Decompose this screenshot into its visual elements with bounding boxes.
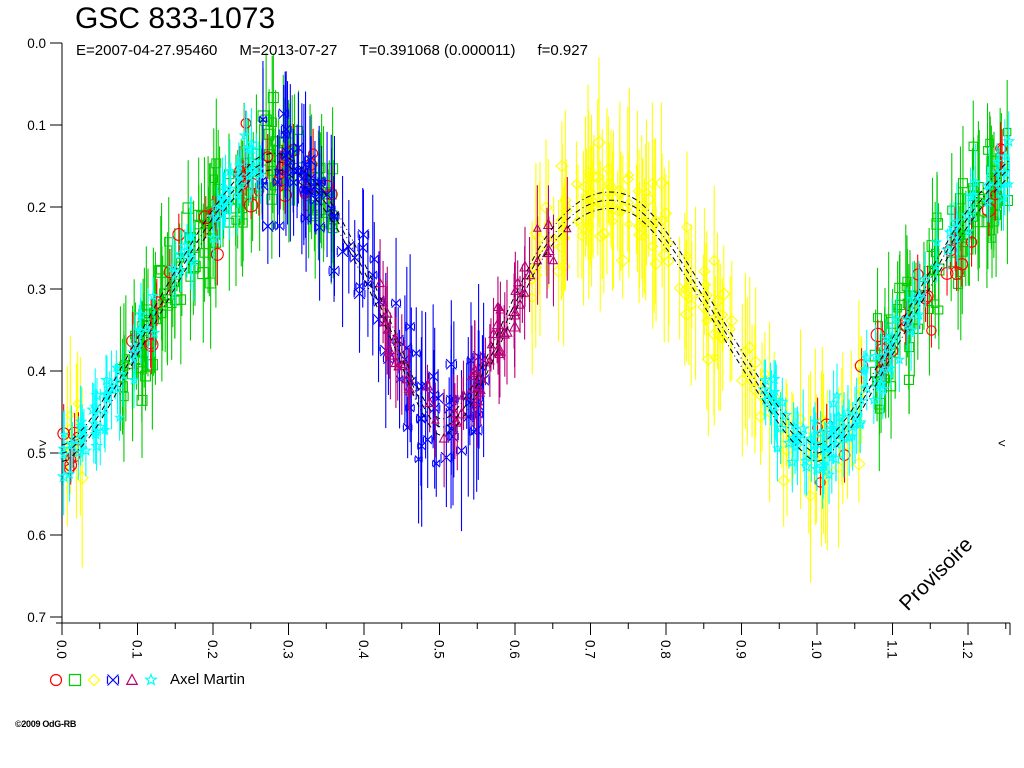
x-tick-label: 0.1	[130, 640, 145, 659]
axis-tick-labels: 0.0 0.1 0.2 0.3 0.4 0.5 0.6 0.7 0.0 0.1 0.2 0.3 0.4 0…	[27, 36, 975, 659]
x-tick-label: 1.2	[960, 640, 975, 659]
x-tick-label: 0.9	[734, 640, 749, 659]
y-tick-label: 0.7	[27, 610, 46, 625]
xbox-legend-icon	[106, 674, 120, 686]
x-tick-label: 0.5	[432, 640, 447, 659]
period-value: T=0.391068 (0.000011)	[359, 42, 516, 59]
x-tick-label: 1.1	[885, 640, 900, 659]
x-tick-label: 0.4	[356, 640, 371, 659]
axes	[50, 42, 1011, 635]
x-tick-label: 0.8	[658, 640, 673, 659]
y-tick-label: 0.3	[27, 282, 46, 297]
factor-value: f=0.927	[537, 42, 588, 59]
y-tick-label: 0.5	[27, 446, 46, 461]
y-tick-label: 0.6	[27, 528, 46, 543]
triangle-legend-icon	[125, 673, 139, 685]
diamond-legend-icon	[87, 673, 101, 687]
model-fit-curves	[61, 152, 1010, 462]
fit-curve	[61, 169, 1010, 462]
fit-curve	[61, 152, 1010, 446]
fit-curve	[61, 160, 1010, 454]
epoch-value: E=2007-04-27.95460	[76, 42, 218, 59]
ephemeris-line: E=2007-04-27.95460 M=2013-07-27 T=0.3910…	[76, 42, 588, 59]
mdate-value: M=2013-07-27	[239, 42, 338, 59]
x-tick-label: 0.6	[507, 640, 522, 659]
series-magenta-triangles	[374, 177, 572, 488]
level-marker-left: >	[39, 436, 47, 451]
legend-marker-icons	[47, 671, 160, 688]
legend: Axel Martin	[47, 671, 245, 688]
square-legend-icon	[68, 673, 82, 687]
x-tick-label: 0.2	[205, 640, 220, 659]
circle-legend-icon	[49, 673, 63, 687]
x-tick-label: 1.0	[809, 640, 824, 659]
y-tick-label: 0.2	[27, 200, 46, 215]
x-tick-label: 0.7	[583, 640, 598, 659]
x-tick-label: 0.3	[281, 640, 296, 659]
y-tick-label: 0.4	[27, 364, 46, 379]
series-cyan-stars	[56, 103, 1016, 516]
x-tick-label: 0.0	[54, 640, 69, 659]
y-tick-label: 0.0	[27, 36, 46, 51]
series-yellow-diamonds	[60, 57, 867, 583]
star-legend-icon	[144, 672, 158, 686]
level-marker-right: <	[998, 436, 1006, 451]
level-markers: > <	[39, 436, 1006, 451]
y-tick-label: 0.1	[27, 118, 46, 133]
page-title: GSC 833-1073	[75, 2, 276, 35]
observer-name: Axel Martin	[170, 671, 246, 688]
copyright-credit: ©2009 OdG-RB	[15, 719, 77, 729]
